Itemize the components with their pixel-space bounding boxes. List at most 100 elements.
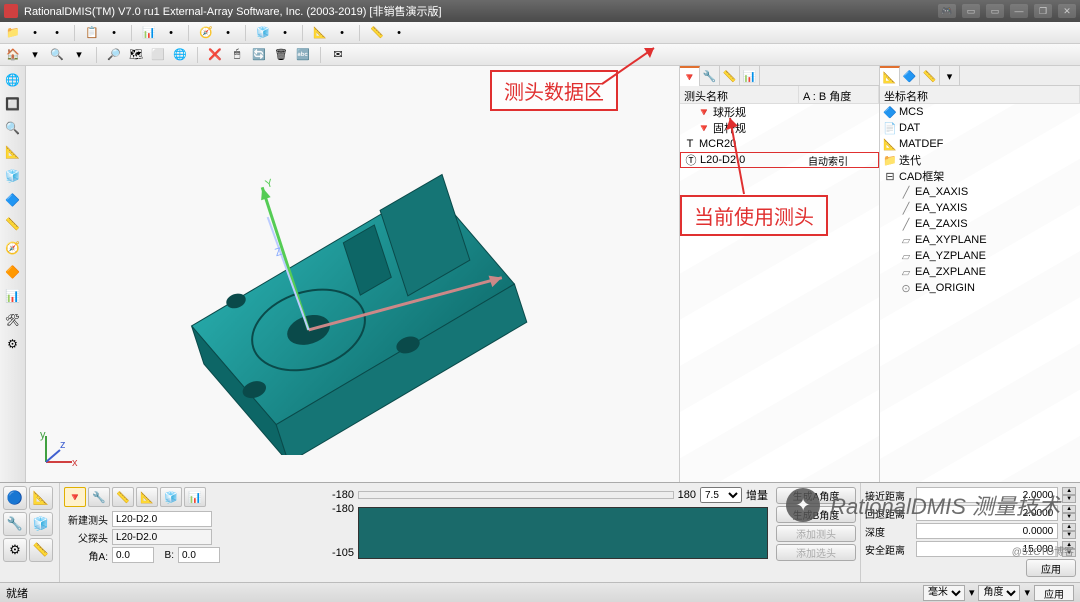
coord-item-7[interactable]: ╱EA_ZAXIS (880, 216, 1080, 232)
retract-spinner[interactable]: ▲▼ (1062, 505, 1076, 521)
tb1-btn-16[interactable]: 📐 (311, 24, 329, 42)
approach-input[interactable] (916, 487, 1058, 503)
tb2-btn-10[interactable]: ❌ (206, 46, 224, 64)
minimize-button[interactable]: — (1010, 4, 1028, 18)
gen-a-button[interactable]: 生成A角度 (776, 487, 856, 504)
tb2-btn-13[interactable]: 🗑 (272, 46, 290, 64)
angle-a-input[interactable] (112, 547, 154, 563)
lt-btn-11[interactable]: ⚙ (3, 334, 23, 354)
coord-tab-0[interactable]: 📐 (880, 66, 900, 86)
tb1-btn-8[interactable]: • (162, 24, 180, 42)
approach-spinner[interactable]: ▲▼ (1062, 487, 1076, 503)
lt-btn-9[interactable]: 📊 (3, 286, 23, 306)
probe-form-tab-4[interactable]: 🧊 (160, 487, 182, 507)
tb2-btn-16[interactable]: ✉ (329, 46, 347, 64)
lt-btn-6[interactable]: 📏 (3, 214, 23, 234)
probe-item-0[interactable]: 🔻球形规 (680, 104, 879, 120)
lt-btn-8[interactable]: 🔶 (3, 262, 23, 282)
coord-item-3[interactable]: 📁迭代 (880, 152, 1080, 168)
tb2-btn-7[interactable]: ⬜ (149, 46, 167, 64)
retract-input[interactable] (916, 505, 1058, 521)
coord-tree[interactable]: 🔷MCS📄DAT📐MATDEF📁迭代⊟CAD框架╱EA_XAXIS╱EA_YAX… (880, 104, 1080, 482)
probe-form-tab-2[interactable]: 📏 (112, 487, 134, 507)
tb1-btn-14[interactable]: • (276, 24, 294, 42)
lt-btn-5[interactable]: 🔷 (3, 190, 23, 210)
probe-form-tab-1[interactable]: 🔧 (88, 487, 110, 507)
coord-tab-3[interactable]: ▾ (940, 66, 960, 86)
tb1-btn-17[interactable]: • (333, 24, 351, 42)
tb1-btn-20[interactable]: • (390, 24, 408, 42)
coord-item-5[interactable]: ╱EA_XAXIS (880, 184, 1080, 200)
coord-item-10[interactable]: ▱EA_ZXPLANE (880, 264, 1080, 280)
bottom-left-icon-1[interactable]: 📐 (29, 486, 53, 510)
probe-tree[interactable]: 🔻球形规🔻固杆规TMCR20ⓉL20-D2.0自动索引 (680, 104, 879, 482)
tb2-btn-14[interactable]: 🔤 (294, 46, 312, 64)
probe-form-tab-3[interactable]: 📐 (136, 487, 158, 507)
probe-item-3[interactable]: ⓉL20-D2.0自动索引 (680, 152, 879, 168)
tb2-btn-8[interactable]: 🌐 (171, 46, 189, 64)
coord-item-4[interactable]: ⊟CAD框架 (880, 168, 1080, 184)
tb2-btn-2[interactable]: 🔍 (48, 46, 66, 64)
coord-item-11[interactable]: ⊙EA_ORIGIN (880, 280, 1080, 296)
bottom-left-icon-3[interactable]: 🧊 (29, 512, 53, 536)
lt-btn-4[interactable]: 🧊 (3, 166, 23, 186)
tb2-btn-0[interactable]: 🏠 (4, 46, 22, 64)
lt-btn-10[interactable]: 🛠 (3, 310, 23, 330)
tb1-btn-13[interactable]: 🧊 (254, 24, 272, 42)
coord-item-2[interactable]: 📐MATDEF (880, 136, 1080, 152)
tb2-btn-3[interactable]: ▾ (70, 46, 88, 64)
coord-item-1[interactable]: 📄DAT (880, 120, 1080, 136)
probe-tab-3[interactable]: 📊 (740, 66, 760, 86)
bottom-left-icon-2[interactable]: 🔧 (3, 512, 27, 536)
extra-button-3[interactable]: ▭ (986, 4, 1004, 18)
tb1-btn-4[interactable]: 📋 (83, 24, 101, 42)
probe-item-1[interactable]: 🔻固杆规 (680, 120, 879, 136)
tb1-btn-7[interactable]: 📊 (140, 24, 158, 42)
angle-b-input[interactable] (178, 547, 220, 563)
tb1-btn-19[interactable]: 📏 (368, 24, 386, 42)
tb1-btn-11[interactable]: • (219, 24, 237, 42)
coord-item-0[interactable]: 🔷MCS (880, 104, 1080, 120)
viewport-3d[interactable]: Y Z x y z (26, 66, 680, 482)
lt-btn-7[interactable]: 🧭 (3, 238, 23, 258)
extra-button-1[interactable]: 🎮 (938, 4, 956, 18)
bottom-left-icon-5[interactable]: 📏 (29, 538, 53, 562)
bottom-left-icon-0[interactable]: 🔵 (3, 486, 27, 510)
new-probe-input[interactable] (112, 511, 212, 527)
add-probe-button[interactable]: 添加测头 (776, 525, 856, 542)
tb2-btn-5[interactable]: 🔎 (105, 46, 123, 64)
extra-button-2[interactable]: ▭ (962, 4, 980, 18)
tb1-btn-5[interactable]: • (105, 24, 123, 42)
coord-tab-2[interactable]: 📏 (920, 66, 940, 86)
status-apply-button[interactable]: 应用 (1034, 585, 1074, 601)
scale-grid[interactable] (358, 507, 768, 559)
lt-btn-2[interactable]: 🔍 (3, 118, 23, 138)
angle-select[interactable]: 角度 (978, 585, 1020, 601)
coord-item-9[interactable]: ▱EA_YZPLANE (880, 248, 1080, 264)
tb1-btn-2[interactable]: • (48, 24, 66, 42)
bottom-left-icon-4[interactable]: ⚙ (3, 538, 27, 562)
scale-step-select[interactable]: 7.5 (700, 487, 742, 503)
probe-tab-0[interactable]: 🔻 (680, 66, 700, 86)
tb2-btn-6[interactable]: 🗺 (127, 46, 145, 64)
tb2-btn-11[interactable]: 🖱 (228, 46, 246, 64)
probe-form-tab-0[interactable]: 🔻 (64, 487, 86, 507)
lt-btn-3[interactable]: 📐 (3, 142, 23, 162)
tb1-btn-10[interactable]: 🧭 (197, 24, 215, 42)
probe-form-tab-5[interactable]: 📊 (184, 487, 206, 507)
lt-btn-1[interactable]: 🔲 (3, 94, 23, 114)
tb2-btn-1[interactable]: ▾ (26, 46, 44, 64)
depth-input[interactable] (916, 523, 1058, 539)
scale-slider[interactable] (358, 491, 674, 499)
lt-btn-0[interactable]: 🌐 (3, 70, 23, 90)
coord-item-6[interactable]: ╱EA_YAXIS (880, 200, 1080, 216)
maximize-button[interactable]: ❐ (1034, 4, 1052, 18)
probe-tab-2[interactable]: 📏 (720, 66, 740, 86)
gen-b-button[interactable]: 生成B角度 (776, 506, 856, 523)
unit-select[interactable]: 毫米 (923, 585, 965, 601)
tb1-btn-0[interactable]: 📁 (4, 24, 22, 42)
coord-tab-1[interactable]: 🔷 (900, 66, 920, 86)
tb2-btn-12[interactable]: 🔄 (250, 46, 268, 64)
tb1-btn-1[interactable]: • (26, 24, 44, 42)
probe-item-2[interactable]: TMCR20 (680, 136, 879, 152)
